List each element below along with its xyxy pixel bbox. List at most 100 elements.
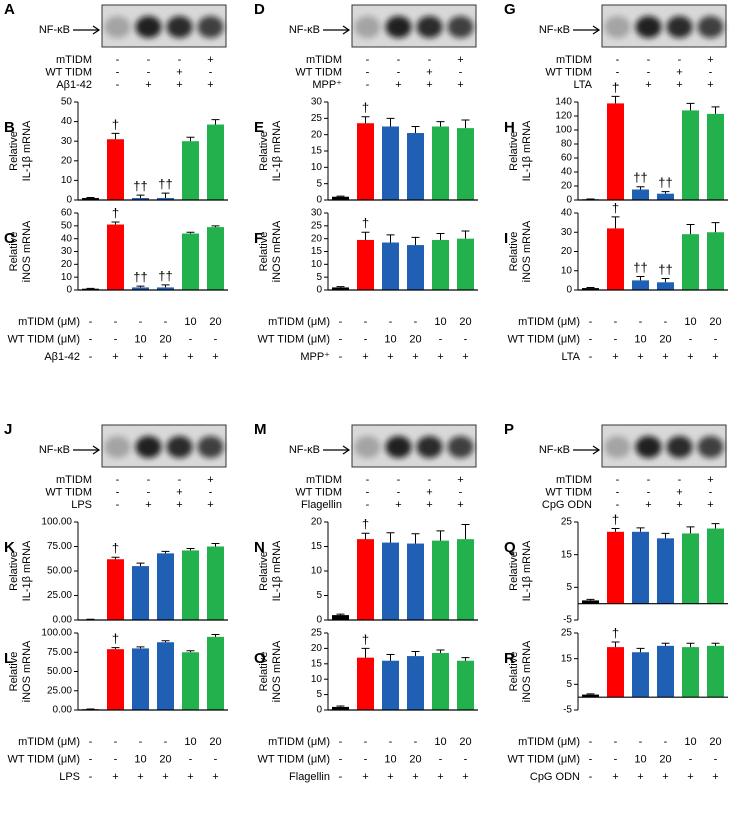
bar [182, 550, 199, 620]
row-value: - [164, 736, 168, 748]
row-value: - [189, 753, 193, 765]
row-value: 20 [159, 333, 171, 345]
error-bar [111, 132, 120, 140]
blot-image [601, 424, 727, 468]
y-tick-label: 15 [311, 246, 323, 257]
row-value: 10 [634, 753, 646, 765]
blot-band [135, 436, 162, 458]
bar [357, 657, 374, 710]
error-bar [636, 527, 645, 532]
row-label: mTIDM (μM) [18, 316, 80, 328]
bar [432, 239, 449, 290]
row-value: 20 [209, 316, 221, 328]
y-axis-label: Relative [508, 131, 520, 171]
row-value: + [707, 499, 713, 511]
row-label: mTIDM (μM) [268, 736, 330, 748]
error-bar [361, 231, 370, 240]
y-tick-label: 30 [311, 208, 323, 219]
bar [157, 642, 174, 710]
error-bar [86, 196, 95, 199]
row-value: - [464, 753, 468, 765]
row-value: - [339, 753, 343, 765]
row-value: - [639, 316, 643, 328]
annotation: †† [158, 177, 172, 192]
error-bar [186, 547, 195, 551]
row-value: - [397, 474, 401, 486]
y-tick-label: 50.00 [47, 566, 72, 577]
row-label: WT TIDM (μM) [257, 333, 330, 345]
row-value: 10 [434, 316, 446, 328]
row-value: + [207, 499, 213, 511]
error-bar [411, 650, 420, 657]
row-label: CpG ODN [530, 771, 580, 783]
y-tick-label: 10 [311, 162, 323, 173]
bar [657, 645, 674, 698]
blot-image [351, 4, 477, 48]
bar [207, 546, 224, 620]
row-value: + [426, 499, 432, 511]
bar [382, 242, 399, 290]
bar [157, 553, 174, 620]
error-bar [461, 523, 470, 540]
y-axis-label: IL-1β mRNA [521, 120, 533, 181]
error-bar [186, 650, 195, 653]
row-value: - [459, 66, 463, 78]
bar [632, 652, 649, 698]
y-tick-label: 40 [61, 116, 73, 127]
row-value: + [145, 499, 151, 511]
y-tick-label: 0 [566, 285, 572, 296]
blot-band [604, 16, 631, 38]
row-value: - [589, 351, 593, 363]
bar [82, 198, 99, 200]
y-tick-label: 25 [311, 628, 323, 639]
error-bar [336, 195, 345, 197]
blot-band [166, 16, 193, 38]
row-value: - [116, 66, 120, 78]
row-value: - [428, 474, 432, 486]
error-bar [711, 523, 720, 529]
error-bar [111, 647, 120, 650]
row-value: - [147, 486, 151, 498]
row-value: - [366, 486, 370, 498]
row-label: Flagellin [289, 771, 330, 783]
bar [407, 133, 424, 200]
panel-letter: M [254, 421, 267, 438]
row-value: - [616, 54, 620, 66]
row-value: + [176, 486, 182, 498]
annotation: †† [633, 260, 647, 275]
panel-letter: H [504, 119, 515, 136]
y-tick-label: 0 [316, 615, 322, 626]
error-bar [211, 225, 220, 228]
bar [707, 528, 724, 604]
bar [107, 559, 124, 620]
y-tick-label: 0 [316, 285, 322, 296]
error-bar [636, 276, 645, 281]
error-bar [161, 192, 170, 199]
error-bar [686, 526, 695, 534]
error-bar [111, 556, 120, 560]
error-bar [586, 286, 595, 289]
row-label: mTIDM [56, 474, 92, 486]
row-value: - [389, 736, 393, 748]
row-value: - [339, 316, 343, 328]
blot-band [104, 436, 131, 458]
error-bar [461, 657, 470, 661]
row-value: 10 [634, 333, 646, 345]
row-value: - [364, 333, 368, 345]
y-tick-label: 0 [566, 195, 572, 206]
row-value: + [395, 499, 401, 511]
y-axis-label: Relative [258, 652, 270, 692]
bar [407, 543, 424, 620]
row-value: - [366, 66, 370, 78]
error-bar [636, 186, 645, 190]
error-bar [336, 613, 345, 616]
bar [182, 652, 199, 710]
row-value: 20 [459, 316, 471, 328]
bar [332, 196, 349, 200]
bar [582, 288, 599, 290]
row-value: - [616, 499, 620, 511]
row-value: - [589, 333, 593, 345]
row-value: - [647, 54, 651, 66]
bar [207, 227, 224, 290]
